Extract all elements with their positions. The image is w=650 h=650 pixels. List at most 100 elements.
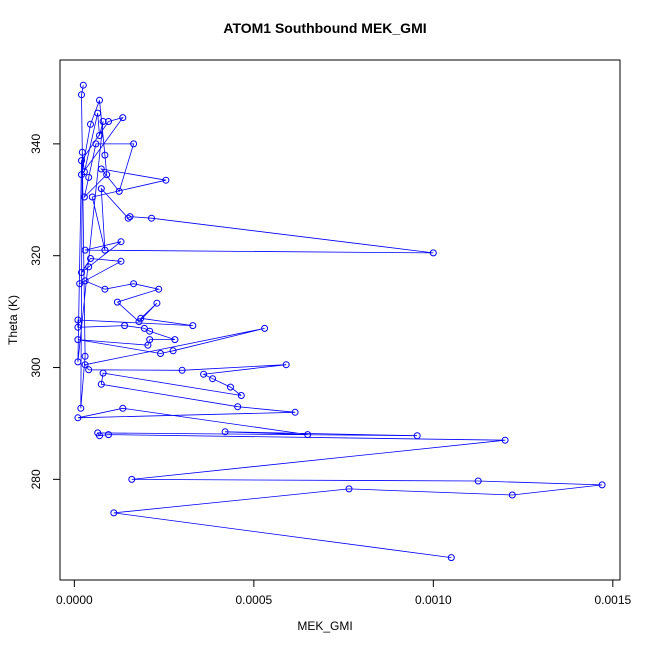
data-point	[105, 431, 112, 439]
data-point	[78, 157, 85, 165]
x-tick-label: 0.0005	[235, 593, 272, 607]
y-tick-label: 280	[29, 469, 43, 489]
data-point	[117, 238, 125, 246]
data-point	[97, 185, 105, 193]
data-point	[155, 285, 163, 293]
data-point	[115, 187, 123, 195]
data-point	[101, 246, 109, 254]
plot-frame	[59, 59, 621, 581]
data-point	[200, 370, 208, 378]
data-point	[237, 392, 245, 399]
series-line	[77, 85, 603, 558]
data-point	[101, 151, 109, 159]
data-point	[221, 428, 229, 436]
data-point	[119, 114, 127, 122]
data-point	[153, 299, 161, 307]
y-tick-label: 340	[29, 134, 43, 154]
data-point	[76, 280, 84, 288]
data-point	[148, 214, 155, 222]
data-point	[78, 269, 85, 276]
data-point	[304, 431, 312, 439]
data-point	[99, 369, 107, 377]
data-point	[189, 322, 197, 330]
data-point	[74, 336, 82, 344]
data-point	[74, 323, 82, 331]
data-point	[234, 403, 242, 411]
data-point	[85, 173, 93, 181]
data-point	[291, 408, 299, 416]
data-point	[261, 324, 269, 332]
data-point	[130, 280, 138, 288]
data-point	[209, 375, 217, 383]
data-point	[508, 491, 516, 499]
data-point	[81, 246, 89, 254]
series-layer	[74, 81, 606, 562]
data-point	[282, 361, 290, 369]
data-point	[81, 361, 89, 369]
data-point	[178, 366, 186, 374]
data-point	[113, 298, 121, 306]
data-point	[121, 322, 129, 330]
data-point	[78, 171, 85, 179]
data-point	[128, 475, 136, 483]
data-point	[162, 176, 170, 184]
data-point	[110, 509, 118, 517]
y-tick-label: 300	[29, 357, 43, 377]
data-point	[77, 404, 85, 412]
data-point	[171, 336, 179, 344]
data-point	[598, 481, 606, 489]
axes: 0.0000 0.0005 0.0010 0.0015 280 300 320 340	[29, 134, 631, 607]
data-point	[140, 324, 148, 332]
data-point	[87, 255, 94, 262]
data-point	[117, 257, 125, 265]
x-axis-label: MEK_GMI	[297, 619, 353, 633]
data-point	[96, 96, 103, 104]
data-point	[78, 91, 85, 99]
data-point	[144, 341, 152, 349]
data-point	[94, 109, 102, 117]
data-point	[413, 432, 421, 440]
data-point	[105, 118, 112, 125]
data-point	[429, 249, 437, 257]
data-point	[79, 81, 87, 89]
data-point	[447, 554, 455, 562]
data-point	[135, 318, 143, 326]
x-tick-label: 0.0000	[56, 593, 93, 607]
chart-title: ATOM1 Southbound MEK_GMI	[223, 20, 427, 36]
data-point	[126, 213, 134, 221]
data-point	[474, 477, 482, 485]
data-point	[146, 327, 154, 335]
data-point	[96, 432, 103, 440]
data-point	[88, 193, 96, 201]
data-point	[78, 148, 86, 156]
data-point	[74, 358, 82, 366]
data-point	[157, 350, 164, 357]
x-tick-label: 0.0015	[594, 593, 631, 607]
data-point	[74, 414, 82, 422]
data-point	[103, 171, 111, 179]
data-point	[97, 165, 105, 173]
data-point	[87, 120, 94, 128]
x-tick-label: 0.0010	[415, 593, 452, 607]
data-point	[124, 214, 132, 222]
data-point	[501, 436, 509, 444]
data-point	[169, 347, 177, 355]
data-point	[74, 316, 82, 324]
data-point	[92, 140, 100, 148]
data-point	[99, 118, 107, 125]
data-point	[81, 352, 89, 360]
data-point	[85, 263, 93, 271]
data-point	[85, 366, 93, 374]
data-point	[96, 132, 103, 139]
data-point	[97, 380, 105, 388]
y-tick-label: 320	[29, 245, 43, 265]
data-point	[137, 314, 145, 322]
data-point	[119, 404, 127, 412]
data-point	[227, 383, 234, 391]
data-point	[130, 140, 138, 148]
data-point	[345, 485, 353, 493]
data-point	[81, 277, 89, 285]
data-point	[101, 285, 109, 293]
data-point	[80, 193, 88, 201]
